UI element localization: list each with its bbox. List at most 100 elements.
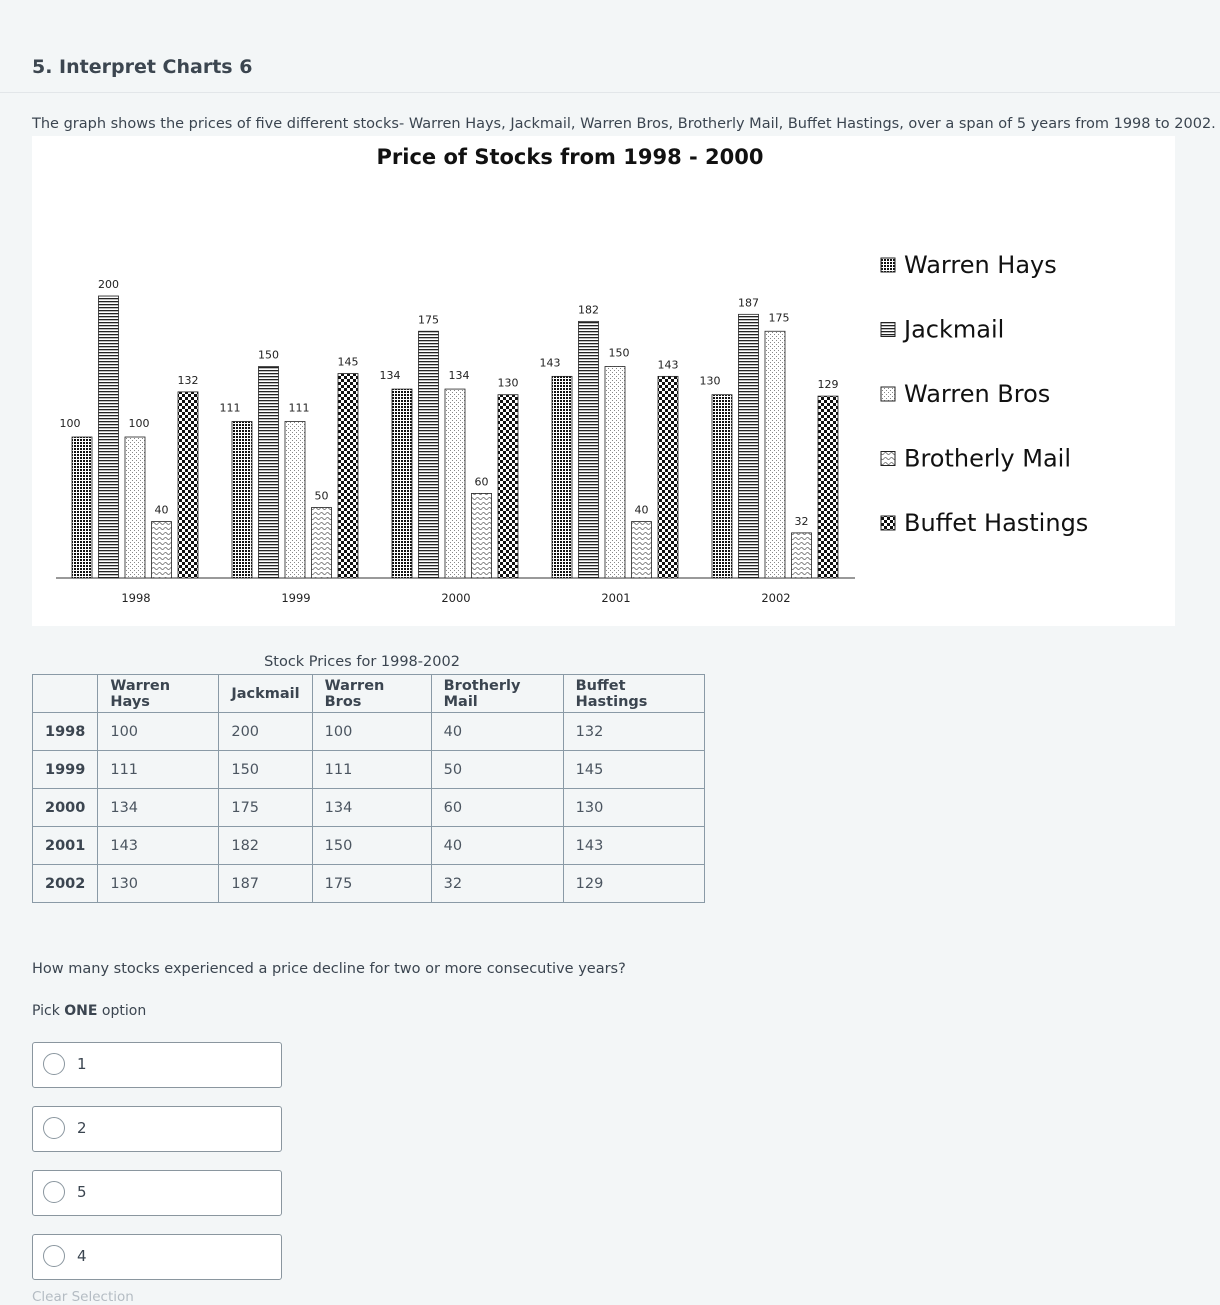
bar [71,436,93,579]
data-label: 150 [609,347,630,360]
bar [337,373,359,579]
bar [604,366,626,579]
legend-swatch [880,515,896,531]
data-label: 187 [738,296,759,309]
data-label: 111 [220,401,241,414]
table-cell: 134 [97,788,220,827]
table-cell: 182 [218,826,313,865]
data-label: 50 [315,490,329,503]
table-cell: 111 [311,750,432,789]
table-row: 2000 134 175 134 60 130 [31,788,705,827]
table-caption: Stock Prices for 1998-2002 [264,654,460,670]
table-row-year: 1998 [31,712,99,751]
bar [258,366,279,579]
x-tick-label: 2001 [601,591,630,605]
bar [791,532,812,579]
bar [578,320,599,579]
bar [231,421,253,579]
radio-button[interactable] [43,1181,65,1203]
answer-option[interactable]: 1 [32,1042,282,1088]
question-prompt: How many stocks experienced a price decl… [32,961,626,977]
bar [124,436,146,579]
table-row: 2002 130 187 175 32 129 [31,864,705,903]
legend-label: Jackmail [902,316,1004,344]
radio-button[interactable] [43,1117,65,1139]
table-row: 2001 143 182 150 40 143 [31,826,705,865]
table-row: 1999 111 150 111 50 145 [31,750,705,789]
bar [391,388,413,579]
option-label: 5 [77,1183,87,1201]
option-label: 4 [77,1247,87,1265]
table-header-cell [31,674,99,713]
table-header-row: Warren Hays Jackmail Warren Bros Brother… [31,674,705,713]
bar [631,521,652,579]
table-cell: 100 [311,712,432,751]
table-cell: 130 [562,788,705,827]
bar [311,507,332,579]
data-label: 134 [380,369,401,382]
legend-label: Buffet Hastings [904,509,1088,537]
table-cell: 132 [562,712,705,751]
data-label: 134 [449,369,470,382]
pick-count: ONE [64,1003,98,1019]
table-header-cell: Brotherly Mail [430,674,564,713]
data-label: 175 [769,311,790,324]
pick-instruction: Pick ONE option [32,1003,146,1019]
data-label: 145 [338,356,359,369]
clear-selection-link[interactable]: Clear Selection [32,1289,134,1305]
table-cell: 145 [562,750,705,789]
data-label: 130 [498,377,519,390]
option-label: 1 [77,1055,87,1073]
legend-label: Brotherly Mail [904,445,1071,473]
table-cell: 150 [311,826,432,865]
table-header-cell: Warren Bros [311,674,432,713]
bar [418,330,439,579]
legend-swatch [880,451,896,466]
table-cell: 32 [430,864,564,903]
table-header-cell: Buffet Hastings [562,674,705,713]
table-cell: 175 [218,788,313,827]
data-label: 111 [289,401,310,414]
table-cell: 150 [218,750,313,789]
x-tick-label: 1998 [121,591,150,605]
answer-option[interactable]: 2 [32,1106,282,1152]
legend-swatch [880,257,896,273]
answer-option[interactable]: 5 [32,1170,282,1216]
bar [711,394,733,579]
x-tick-label: 2002 [761,591,790,605]
data-label: 200 [98,278,119,291]
x-tick-label: 2000 [441,591,470,605]
data-label: 60 [475,475,489,488]
table-cell: 187 [218,864,313,903]
table-cell: 111 [97,750,220,789]
data-label: 130 [700,375,721,388]
data-label: 32 [795,515,809,528]
data-label: 132 [178,374,199,387]
data-label: 100 [60,417,81,430]
bar [657,375,679,579]
legend-label: Warren Bros [904,380,1050,408]
radio-button[interactable] [43,1245,65,1267]
table-cell: 175 [311,864,432,903]
table-row-year: 2001 [31,826,99,865]
table-cell: 130 [97,864,220,903]
table-row-year: 2002 [31,864,99,903]
question-title: 5. Interpret Charts 6 [32,56,253,78]
data-label: 40 [635,504,649,517]
table-cell: 40 [430,712,564,751]
stock-price-table: Warren Hays Jackmail Warren Bros Brother… [31,674,705,903]
header-divider [0,92,1220,93]
data-label: 40 [155,504,169,517]
bar [177,391,199,579]
legend-label: Warren Hays [904,251,1057,279]
bar-chart-svg: Price of Stocks from 1998 - 2000 1002001… [56,145,1088,605]
radio-button[interactable] [43,1053,65,1075]
table-row-year: 2000 [31,788,99,827]
bar [444,388,466,579]
legend-swatch [880,386,896,402]
data-label: 175 [418,313,439,326]
pick-suffix: option [97,1003,147,1019]
question-description: The graph shows the prices of five diffe… [32,116,1216,132]
answer-options: 1 2 5 4 [32,1042,282,1298]
answer-option[interactable]: 4 [32,1234,282,1280]
